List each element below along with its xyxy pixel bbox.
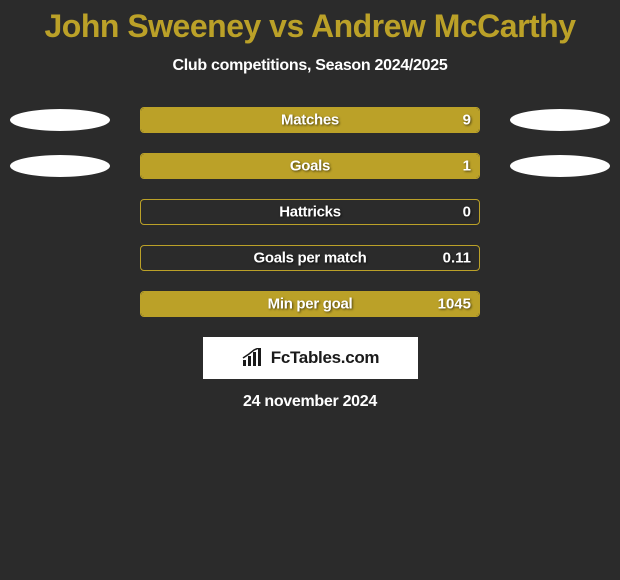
stat-bar-track: Min per goal 1045 [140,291,480,317]
comparison-chart: Matches 9 Goals 1 Hattricks 0 Goals per … [0,107,620,317]
page-title: John Sweeney vs Andrew McCarthy [0,0,620,45]
right-value-ellipse [510,109,610,131]
stat-value: 1 [463,158,471,175]
brand-text: FcTables.com [271,348,380,368]
bar-chart-icon [241,348,265,368]
left-value-ellipse [10,109,110,131]
brand-badge: FcTables.com [203,337,418,379]
stat-label: Matches [141,112,479,129]
right-value-ellipse [510,155,610,177]
stat-value: 0 [463,204,471,221]
stat-bar-track: Goals per match 0.11 [140,245,480,271]
stat-row: Hattricks 0 [0,199,620,225]
stat-label: Goals [141,158,479,175]
subtitle: Club competitions, Season 2024/2025 [0,57,620,75]
stat-value: 1045 [438,296,471,313]
stat-value: 0.11 [443,250,471,267]
stat-label: Goals per match [141,250,479,267]
date-text: 24 november 2024 [0,393,620,411]
stat-bar-track: Hattricks 0 [140,199,480,225]
stat-bar-track: Matches 9 [140,107,480,133]
stat-value: 9 [463,112,471,129]
stat-bar-track: Goals 1 [140,153,480,179]
stat-label: Hattricks [141,204,479,221]
stat-label: Min per goal [141,296,479,313]
left-value-ellipse [10,155,110,177]
stat-row: Goals 1 [0,153,620,179]
stat-row: Goals per match 0.11 [0,245,620,271]
stat-row: Min per goal 1045 [0,291,620,317]
stat-row: Matches 9 [0,107,620,133]
